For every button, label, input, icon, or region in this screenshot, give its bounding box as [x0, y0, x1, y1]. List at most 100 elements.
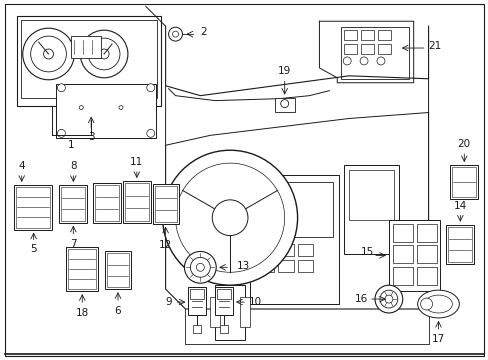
- Bar: [215, 287, 233, 315]
- Bar: [447, 227, 471, 262]
- Bar: [17, 16, 161, 105]
- Bar: [348, 170, 393, 220]
- Bar: [446, 225, 473, 264]
- Bar: [344, 44, 356, 54]
- Bar: [105, 251, 131, 289]
- Bar: [215, 285, 244, 340]
- Text: 3: 3: [88, 132, 94, 142]
- Text: 6: 6: [115, 306, 121, 316]
- Circle shape: [280, 100, 288, 108]
- Bar: [416, 267, 436, 285]
- Circle shape: [99, 49, 109, 59]
- Bar: [344, 30, 356, 40]
- Bar: [68, 249, 96, 289]
- Bar: [16, 187, 49, 228]
- Bar: [297, 260, 313, 272]
- Bar: [193, 325, 201, 333]
- Bar: [14, 185, 51, 230]
- Bar: [344, 165, 398, 255]
- Circle shape: [212, 200, 247, 235]
- Bar: [377, 44, 390, 54]
- Text: 14: 14: [453, 201, 466, 211]
- Text: 5: 5: [30, 244, 37, 255]
- Bar: [61, 187, 85, 221]
- Bar: [190, 289, 204, 299]
- Circle shape: [43, 49, 53, 59]
- Bar: [360, 44, 373, 54]
- Circle shape: [376, 57, 384, 65]
- Circle shape: [146, 129, 154, 137]
- Bar: [416, 224, 436, 242]
- Text: 4: 4: [19, 161, 25, 171]
- Circle shape: [80, 30, 128, 78]
- Circle shape: [384, 295, 392, 303]
- Bar: [71, 36, 101, 58]
- Text: 13: 13: [237, 261, 250, 271]
- Bar: [277, 260, 293, 272]
- Bar: [392, 246, 412, 264]
- Bar: [392, 224, 412, 242]
- Circle shape: [146, 84, 154, 92]
- Bar: [249, 175, 339, 304]
- Circle shape: [420, 298, 432, 310]
- Circle shape: [175, 163, 284, 272]
- Bar: [257, 260, 273, 272]
- Bar: [60, 185, 87, 223]
- Circle shape: [88, 38, 120, 70]
- Bar: [416, 246, 436, 264]
- Bar: [240, 297, 249, 327]
- Text: 1: 1: [68, 140, 75, 150]
- Text: 19: 19: [278, 66, 291, 76]
- Bar: [451, 167, 475, 197]
- Bar: [124, 183, 148, 221]
- Circle shape: [79, 105, 83, 109]
- Bar: [220, 325, 228, 333]
- Bar: [122, 181, 150, 223]
- Text: 15: 15: [360, 247, 373, 257]
- Bar: [449, 165, 477, 199]
- Bar: [392, 267, 412, 285]
- Bar: [95, 185, 119, 221]
- Bar: [56, 84, 155, 138]
- Ellipse shape: [417, 290, 458, 318]
- Bar: [66, 247, 98, 291]
- Text: 21: 21: [427, 41, 440, 51]
- Bar: [107, 253, 129, 287]
- Circle shape: [163, 150, 297, 285]
- Bar: [274, 98, 294, 112]
- Bar: [341, 27, 408, 79]
- Text: 2: 2: [200, 27, 206, 37]
- Circle shape: [119, 105, 122, 109]
- Circle shape: [57, 129, 65, 137]
- Text: 10: 10: [248, 297, 261, 307]
- Text: 7: 7: [70, 239, 77, 249]
- Bar: [257, 244, 273, 256]
- Bar: [360, 30, 373, 40]
- Bar: [93, 183, 121, 223]
- Ellipse shape: [424, 295, 451, 313]
- Text: 12: 12: [159, 240, 172, 251]
- Circle shape: [168, 27, 182, 41]
- Circle shape: [184, 251, 216, 283]
- Text: 18: 18: [76, 308, 89, 318]
- Bar: [217, 289, 231, 299]
- Circle shape: [31, 36, 66, 72]
- Bar: [152, 184, 178, 224]
- Text: 20: 20: [457, 139, 470, 149]
- Circle shape: [57, 84, 65, 92]
- Circle shape: [172, 31, 178, 37]
- Circle shape: [196, 264, 204, 271]
- Text: 8: 8: [70, 161, 77, 171]
- Bar: [210, 297, 220, 327]
- Circle shape: [374, 285, 402, 313]
- Bar: [255, 182, 333, 237]
- Text: 16: 16: [354, 294, 367, 304]
- Text: 9: 9: [165, 297, 172, 307]
- Circle shape: [190, 257, 210, 277]
- Bar: [388, 220, 440, 291]
- Circle shape: [379, 290, 397, 308]
- Bar: [377, 30, 390, 40]
- Text: 11: 11: [130, 157, 143, 167]
- Bar: [20, 20, 156, 98]
- Circle shape: [22, 28, 74, 80]
